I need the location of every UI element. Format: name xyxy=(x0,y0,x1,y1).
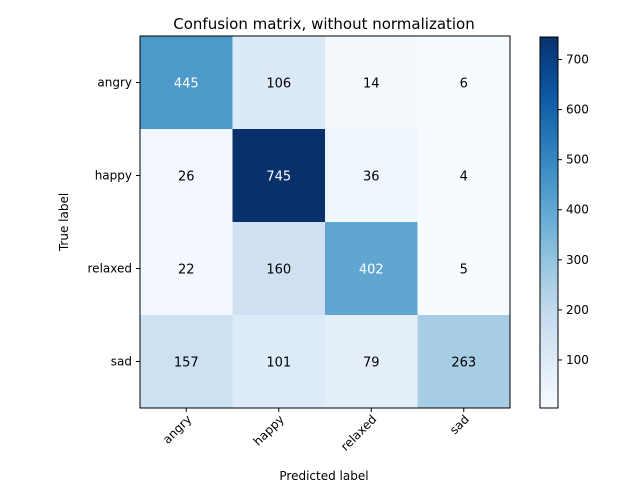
y-axis-ticks: angry happy relaxed sad xyxy=(88,76,140,369)
heatmap-cell xyxy=(417,315,511,409)
x-tick-label: relaxed xyxy=(338,412,379,453)
cell-value-label: 26 xyxy=(178,170,195,185)
y-axis-label: True label xyxy=(57,193,71,252)
x-axis-label: Predicted label xyxy=(279,469,368,480)
heatmap-cell xyxy=(417,36,511,130)
y-tick-label: angry xyxy=(97,76,132,90)
heatmap-cell xyxy=(325,222,418,316)
colorbar-ticks: 100 200 300 400 500 600 700 xyxy=(558,53,589,367)
cell-value-label: 157 xyxy=(174,356,199,371)
cell-value-label: 36 xyxy=(363,170,380,185)
x-tick-label: sad xyxy=(447,412,472,437)
heatmap-cell xyxy=(232,222,326,316)
cell-value-label: 101 xyxy=(266,356,291,371)
plot-frame xyxy=(139,35,511,409)
heatmap-cells: 445 106 14 6 26 745 36 4 22 160 402 5 157 101 79 263 xyxy=(140,36,511,409)
heatmap-cell xyxy=(325,315,418,409)
cell-value-label: 445 xyxy=(174,77,199,92)
cell-value-label: 14 xyxy=(363,77,380,92)
cell-value-label: 22 xyxy=(178,263,195,278)
cell-value-label: 745 xyxy=(266,170,291,185)
cell-value-label: 263 xyxy=(451,356,476,371)
heatmap-cell xyxy=(232,315,326,409)
heatmap-cell xyxy=(325,129,418,223)
heatmap-cell xyxy=(325,36,418,130)
heatmap-cell xyxy=(140,36,233,130)
y-tick-label: happy xyxy=(95,169,132,183)
heatmap-cell xyxy=(232,129,326,223)
cell-value-label: 402 xyxy=(359,263,384,278)
colorbar-tick-label: 100 xyxy=(566,353,589,367)
cell-value-label: 79 xyxy=(363,356,380,371)
heatmap-cell xyxy=(140,222,233,316)
colorbar-tick-label: 300 xyxy=(566,253,589,267)
cell-value-label: 106 xyxy=(266,77,291,92)
chart-title: Confusion matrix, without normalization xyxy=(173,15,475,33)
heatmap-cell xyxy=(417,129,511,223)
colorbar-tick-label: 600 xyxy=(566,103,589,117)
colorbar-tick-label: 400 xyxy=(566,203,589,217)
colorbar-tick-label: 700 xyxy=(566,53,589,67)
colorbar-tick-label: 500 xyxy=(566,153,589,167)
x-tick-label: happy xyxy=(251,412,287,448)
cell-value-label: 6 xyxy=(460,77,468,92)
heatmap-cell xyxy=(140,129,233,223)
heatmap-cell xyxy=(232,36,326,130)
cell-value-label: 4 xyxy=(460,170,468,185)
x-tick-label: angry xyxy=(160,412,194,446)
y-tick-label: sad xyxy=(111,355,132,369)
heatmap-cell xyxy=(417,222,511,316)
colorbar xyxy=(539,36,559,409)
colorbar-tick-label: 200 xyxy=(566,303,589,317)
cell-value-label: 5 xyxy=(460,263,468,278)
y-tick-label: relaxed xyxy=(88,262,132,276)
cell-value-label: 160 xyxy=(266,263,291,278)
heatmap-cell xyxy=(140,315,233,409)
x-axis-ticks: angry happy relaxed sad xyxy=(160,408,472,454)
